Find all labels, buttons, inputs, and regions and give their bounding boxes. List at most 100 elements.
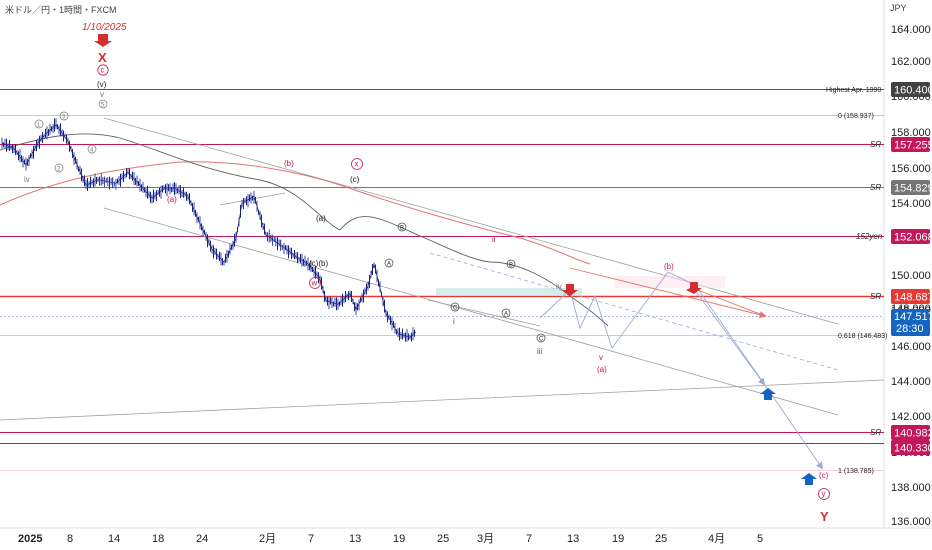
forecast-path-near bbox=[539, 289, 613, 349]
price-line bbox=[1, 124, 417, 338]
fib-0-note: 0 (158.937) bbox=[838, 113, 874, 120]
wave-label: w bbox=[311, 279, 318, 288]
wave-label: (v) bbox=[97, 80, 107, 89]
consolidation-box bbox=[436, 288, 582, 296]
wave-circle bbox=[34, 119, 44, 129]
forecast-drop-arrow bbox=[694, 289, 766, 386]
forecast-red-arrow bbox=[569, 267, 767, 319]
x-tick-label: 19 bbox=[612, 533, 624, 545]
dashed-forecast-channel bbox=[429, 252, 839, 371]
price-series[interactable] bbox=[1, 118, 417, 342]
wave-label: 2 bbox=[57, 167, 61, 173]
wave-label: v bbox=[599, 353, 603, 362]
x-tick-label: 25 bbox=[437, 533, 449, 545]
forecast-red-arrow-2 bbox=[689, 286, 766, 317]
wave-circle bbox=[397, 222, 407, 232]
top-down-arrow bbox=[94, 34, 112, 47]
x-axis[interactable]: 2025 8 14 18 24 2月 7 13 19 25 3月 7 13 19… bbox=[18, 533, 763, 545]
wave-label: 3 bbox=[62, 115, 66, 121]
x-tick-label: 2月 bbox=[259, 533, 276, 545]
wave-circle bbox=[87, 144, 97, 154]
y-tick-label: 156.000 bbox=[891, 163, 931, 175]
y-tick-label: 154.000 bbox=[891, 198, 931, 210]
long-support-line bbox=[0, 379, 885, 421]
wave-circle bbox=[97, 64, 109, 76]
lower-channel-line bbox=[103, 207, 839, 416]
x-tick-label: 14 bbox=[108, 533, 120, 545]
wave-label: 5 bbox=[101, 103, 105, 109]
wave-label: C bbox=[453, 306, 458, 312]
x-tick-label: 8 bbox=[67, 533, 73, 545]
wave-circle bbox=[450, 302, 460, 312]
y-tick-label: 142.000 bbox=[891, 411, 931, 423]
wave-annotations: 1/10/2025 X c (v) v 5 1 3 2 4 iv (a) (b)… bbox=[24, 22, 830, 524]
badge-current-text: 147.517 bbox=[894, 311, 932, 323]
badge-highest bbox=[891, 82, 930, 97]
wave-label: A bbox=[504, 312, 508, 318]
wave-label: (b) bbox=[664, 262, 674, 271]
x-tick-label: 3月 bbox=[477, 533, 494, 545]
symbol-title: 米ドル／円・1時間・FXCM bbox=[5, 4, 117, 15]
top-date-label: 1/10/2025 bbox=[82, 22, 127, 33]
wave-label: B bbox=[400, 226, 404, 232]
wave-label: C bbox=[539, 337, 544, 343]
badge-sr2-text: 154.829 bbox=[894, 183, 932, 195]
down-arrow-red bbox=[686, 282, 702, 294]
wave-circle bbox=[98, 99, 108, 109]
wave-circle bbox=[818, 488, 830, 500]
upper-channel-line bbox=[103, 117, 839, 325]
badge-sr5 bbox=[891, 425, 930, 440]
up-arrow-blue bbox=[801, 473, 817, 485]
wave-label: c bbox=[101, 66, 105, 75]
moving-average-dark bbox=[0, 133, 609, 327]
y-tick-label: 146.000 bbox=[891, 341, 931, 353]
badge-sr4 bbox=[891, 289, 930, 304]
y-tick-label: 162.000 bbox=[891, 56, 931, 68]
x-tick-label: 7 bbox=[526, 533, 532, 545]
big-x-label: X bbox=[98, 50, 107, 65]
x-tick-label: 25 bbox=[655, 533, 667, 545]
wave-label: (a) bbox=[167, 195, 177, 204]
wave-label: iv bbox=[24, 175, 30, 184]
wave-label: 1 bbox=[37, 123, 41, 129]
price-badges[interactable]: 148.000 160.400 157.255 154.829 152.068 … bbox=[891, 82, 932, 455]
wave-label: 4 bbox=[90, 148, 94, 154]
wave-label: iv bbox=[556, 282, 562, 291]
channel-lines bbox=[0, 117, 885, 421]
wave-circle bbox=[501, 308, 511, 318]
badge-sr4-text: 148.687 bbox=[894, 292, 932, 304]
badge-sr1-text: 157.255 bbox=[894, 140, 932, 152]
wave-label: y bbox=[822, 490, 826, 499]
wave-circle bbox=[351, 158, 363, 170]
wave-circle bbox=[506, 259, 516, 269]
fib-1-note: 1 (138.785) bbox=[838, 468, 874, 475]
wave-circle bbox=[54, 163, 64, 173]
badge-current bbox=[891, 309, 930, 336]
yen-152-note: 152yen bbox=[856, 232, 883, 241]
badge-sr3-text: 152.068 bbox=[894, 232, 932, 244]
forecast-path-main bbox=[611, 271, 824, 470]
up-arrow-blue bbox=[760, 388, 776, 400]
badge-sr2 bbox=[891, 180, 930, 195]
y-tick-label: 138.000 bbox=[891, 482, 931, 494]
inner-lower-line bbox=[427, 299, 541, 327]
badge-highest-text: 160.400 bbox=[894, 85, 932, 97]
wave-label: (c) bbox=[819, 471, 829, 480]
wave-label: (b) bbox=[284, 159, 294, 168]
wave-label: (c)(b) bbox=[309, 259, 328, 268]
forecast-paths bbox=[539, 267, 824, 470]
wave-label: x bbox=[355, 160, 359, 169]
projection-box bbox=[615, 276, 725, 288]
y-tick-label: 150.000 bbox=[891, 270, 931, 282]
y-tick-label: 144.000 bbox=[891, 376, 931, 388]
big-y-label: Y bbox=[820, 509, 829, 524]
x-tick-label: 2025 bbox=[18, 533, 42, 545]
wave-label: (a) bbox=[597, 365, 607, 374]
wave-circle bbox=[59, 111, 69, 121]
y-tick-label: 164.000 bbox=[891, 24, 931, 36]
x-tick-label: 24 bbox=[196, 533, 208, 545]
x-tick-label: 13 bbox=[349, 533, 361, 545]
badge-sr6 bbox=[891, 440, 930, 455]
wave-label: ii bbox=[492, 235, 496, 244]
